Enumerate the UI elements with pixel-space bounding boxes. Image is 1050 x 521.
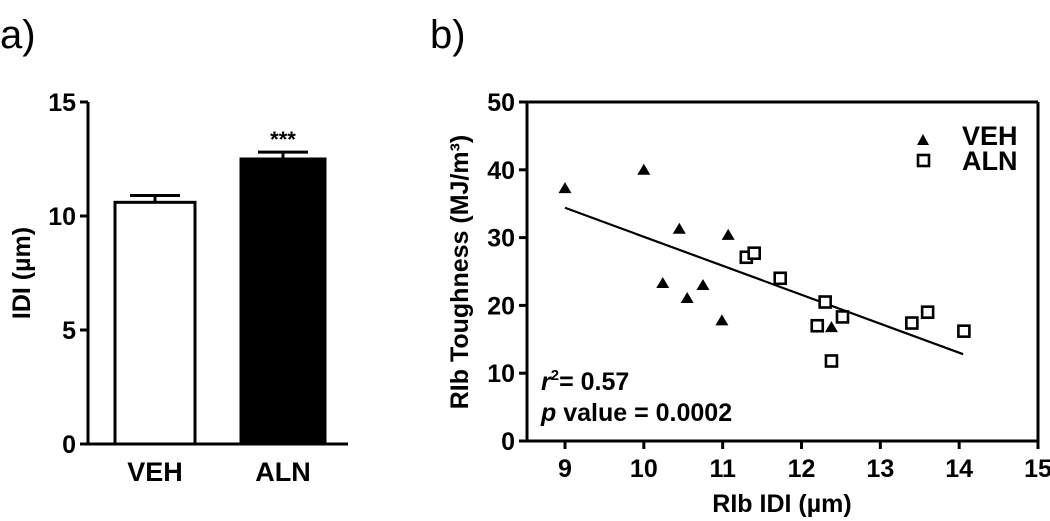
bar-veh	[113, 200, 197, 446]
significance-marker: ***	[270, 127, 296, 152]
panel-b-y-axis-title: RIb Toughness (MJ/m³)	[446, 135, 474, 410]
legend-label-aln: ALN	[962, 146, 1018, 176]
panel-a-y-axis-title: IDI (µm)	[8, 227, 36, 319]
panel-b-x-axis-title: RIb IDI (µm)	[712, 490, 851, 518]
panel-a-y-tick-label: 5	[62, 317, 76, 345]
panel-b-points	[558, 163, 971, 368]
category-label-aln: ALN	[255, 457, 311, 487]
data-point-veh	[637, 163, 651, 175]
panel-b-y-tick-label: 50	[487, 89, 515, 117]
legend-marker-aln	[916, 153, 931, 168]
panel-b-x-tick-label: 14	[945, 455, 973, 483]
panel-b-axes: 0 10 20 30 40 50 9 10 11 12 13 14 15	[487, 89, 1050, 483]
regression-line	[564, 206, 964, 356]
panel-b-y-tick-label: 20	[487, 292, 515, 320]
p-value-annotation: p value = 0.0002	[540, 399, 732, 427]
data-point-aln	[905, 316, 919, 330]
panel-b-x-tick-label: 15	[1024, 455, 1050, 483]
r-squared-annotation: r2= 0.57	[541, 367, 629, 396]
panel-b-y-tick-label: 40	[487, 157, 515, 185]
category-label-veh: VEH	[127, 457, 183, 487]
data-point-aln	[824, 354, 839, 368]
p-value-text: value = 0.0002	[556, 399, 732, 427]
data-point-aln	[818, 295, 832, 309]
panel-b-y-tick-label: 30	[487, 225, 515, 253]
panel-b-regression	[564, 206, 964, 356]
data-point-aln	[957, 324, 971, 338]
panel-b-x-tick-label: 10	[630, 455, 658, 483]
panel-b-x-tick-label: 9	[558, 455, 572, 483]
r-symbol: r	[541, 368, 552, 396]
panel-a-y-tick-label: 0	[62, 431, 76, 459]
data-point-veh	[721, 228, 735, 240]
panel-a-bar-chart: a) 0 5 10 15 VEH ALN *** IDI (µm)	[0, 13, 348, 487]
data-point-veh	[656, 277, 670, 289]
legend-label-veh: VEH	[962, 121, 1018, 151]
panel-b-label: b)	[430, 13, 466, 57]
panel-b-x-tick-label: 11	[709, 455, 736, 483]
r-squared-value: = 0.57	[559, 368, 629, 396]
legend-marker-veh	[917, 134, 929, 145]
data-point-veh	[696, 279, 710, 291]
r-squared-superscript: 2	[551, 367, 559, 384]
data-point-aln	[810, 318, 825, 333]
data-point-aln	[920, 305, 935, 319]
panel-b-y-tick-label: 0	[501, 428, 515, 456]
panel-a-y-tick-label: 15	[48, 89, 76, 117]
panel-b-legend: VEH ALN	[916, 121, 1018, 176]
panel-b-x-tick-label: 12	[788, 455, 816, 483]
data-point-aln	[835, 310, 850, 324]
bar-aln	[239, 157, 327, 446]
panel-b-y-tick-label: 10	[487, 360, 515, 388]
panel-b-scatter-chart: b) 0 10 20 30 40 50 9 10 11 12 13 14 15 RIb Toughnes…	[430, 13, 1050, 518]
panel-b-x-tick-label: 13	[866, 455, 894, 483]
data-point-aln	[773, 271, 788, 286]
data-point-veh	[824, 321, 838, 333]
data-point-aln	[747, 246, 762, 260]
data-point-veh	[715, 314, 729, 326]
p-symbol: p	[540, 399, 556, 427]
panel-a-label: a)	[0, 13, 36, 57]
panel-a-bars: VEH ALN ***	[113, 127, 327, 487]
data-point-veh	[672, 222, 686, 234]
data-point-veh	[680, 291, 694, 303]
panel-a-y-tick-label: 10	[48, 203, 76, 231]
data-point-veh	[558, 182, 572, 194]
